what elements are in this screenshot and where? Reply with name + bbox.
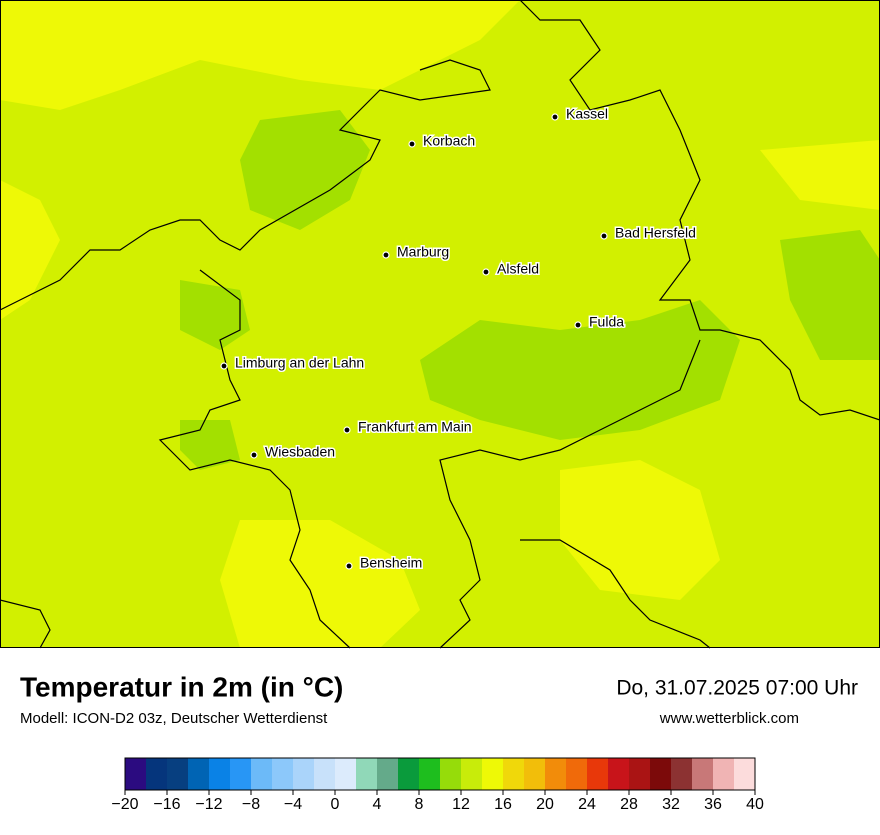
warm-area bbox=[0, 180, 60, 320]
city-label: Kassel bbox=[566, 106, 608, 122]
color-step bbox=[188, 758, 210, 790]
tick-label: −4 bbox=[284, 796, 302, 813]
tick-label: 40 bbox=[746, 796, 764, 813]
city-label: Fulda bbox=[589, 314, 624, 330]
color-step bbox=[293, 758, 315, 790]
color-step bbox=[272, 758, 294, 790]
colorbar: −20 −16 −12 −8 −4 0 4 8 12 16 20 24 28 32 36 40 bbox=[111, 757, 764, 813]
city-dot bbox=[408, 140, 416, 148]
color-step bbox=[734, 758, 756, 790]
color-step bbox=[167, 758, 189, 790]
border bbox=[439, 339, 701, 649]
tick-label: 24 bbox=[578, 796, 596, 813]
warm-area bbox=[760, 140, 880, 210]
cool-area bbox=[240, 110, 370, 230]
city-label: Alsfeld bbox=[497, 261, 539, 277]
color-step bbox=[314, 758, 336, 790]
city-label: Korbach bbox=[423, 133, 475, 149]
tick-label: 28 bbox=[620, 796, 638, 813]
city-label: Wiesbaden bbox=[265, 444, 335, 460]
border bbox=[520, 539, 711, 649]
color-step bbox=[629, 758, 651, 790]
tick-label: 8 bbox=[415, 796, 424, 813]
color-step bbox=[377, 758, 399, 790]
city-dot bbox=[600, 232, 608, 240]
color-step bbox=[125, 758, 147, 790]
color-step bbox=[650, 758, 672, 790]
city-label: Frankfurt am Main bbox=[358, 419, 472, 435]
color-step bbox=[503, 758, 525, 790]
color-step bbox=[587, 758, 609, 790]
tick-label: 0 bbox=[331, 796, 340, 813]
tick-label: 36 bbox=[704, 796, 722, 813]
city-label: Marburg bbox=[397, 244, 449, 260]
city-dot bbox=[220, 362, 228, 370]
warm-area bbox=[220, 520, 420, 648]
border bbox=[0, 59, 491, 311]
city-dot bbox=[382, 251, 390, 259]
tick-label: −16 bbox=[153, 796, 180, 813]
tick-label: 20 bbox=[536, 796, 554, 813]
warm-area bbox=[560, 460, 720, 600]
tick-label: −12 bbox=[195, 796, 222, 813]
cool-area bbox=[420, 300, 740, 440]
color-step bbox=[251, 758, 273, 790]
city-label: Bensheim bbox=[360, 555, 422, 571]
color-step bbox=[146, 758, 168, 790]
tick-label: 32 bbox=[662, 796, 680, 813]
datetime: Do, 31.07.2025 07:00 Uhr bbox=[616, 677, 858, 700]
cool-area bbox=[180, 420, 240, 470]
color-step bbox=[692, 758, 714, 790]
city-label: Bad Hersfeld bbox=[615, 225, 696, 241]
city-label: Limburg an der Lahn bbox=[235, 355, 364, 371]
color-step bbox=[482, 758, 504, 790]
tick-label: 4 bbox=[373, 796, 382, 813]
subtitle: Modell: ICON-D2 03z, Deutscher Wetterdie… bbox=[20, 710, 328, 727]
city-dot bbox=[250, 451, 258, 459]
tick-label: −8 bbox=[242, 796, 260, 813]
city-dot bbox=[343, 426, 351, 434]
city-dot bbox=[551, 113, 559, 121]
website: www.wetterblick.com bbox=[659, 710, 799, 727]
city-dot bbox=[345, 562, 353, 570]
cool-area bbox=[180, 280, 250, 350]
color-step bbox=[608, 758, 630, 790]
color-step bbox=[398, 758, 420, 790]
color-step bbox=[419, 758, 441, 790]
color-step bbox=[461, 758, 483, 790]
color-step bbox=[230, 758, 252, 790]
city-dot bbox=[574, 321, 582, 329]
city-dot bbox=[482, 268, 490, 276]
warm-area bbox=[0, 0, 520, 110]
tick-label: 12 bbox=[452, 796, 470, 813]
color-step bbox=[209, 758, 231, 790]
color-step bbox=[566, 758, 588, 790]
color-step bbox=[335, 758, 357, 790]
color-step bbox=[440, 758, 462, 790]
map bbox=[0, 0, 880, 649]
colorbar-frame bbox=[124, 757, 756, 791]
color-step bbox=[356, 758, 378, 790]
tick-label: −20 bbox=[111, 796, 138, 813]
cool-area bbox=[780, 230, 880, 360]
color-step bbox=[671, 758, 693, 790]
border bbox=[519, 0, 880, 421]
map-background bbox=[0, 0, 880, 648]
city-layer: Kassel Korbach Bad Hersfeld Marburg Alsfeld F… bbox=[220, 104, 697, 572]
tick-label: 16 bbox=[494, 796, 512, 813]
color-step bbox=[713, 758, 735, 790]
color-step bbox=[524, 758, 546, 790]
title: Temperatur in 2m (in °C) bbox=[20, 671, 343, 702]
border bbox=[158, 269, 351, 649]
color-step bbox=[545, 758, 567, 790]
border bbox=[0, 599, 51, 649]
